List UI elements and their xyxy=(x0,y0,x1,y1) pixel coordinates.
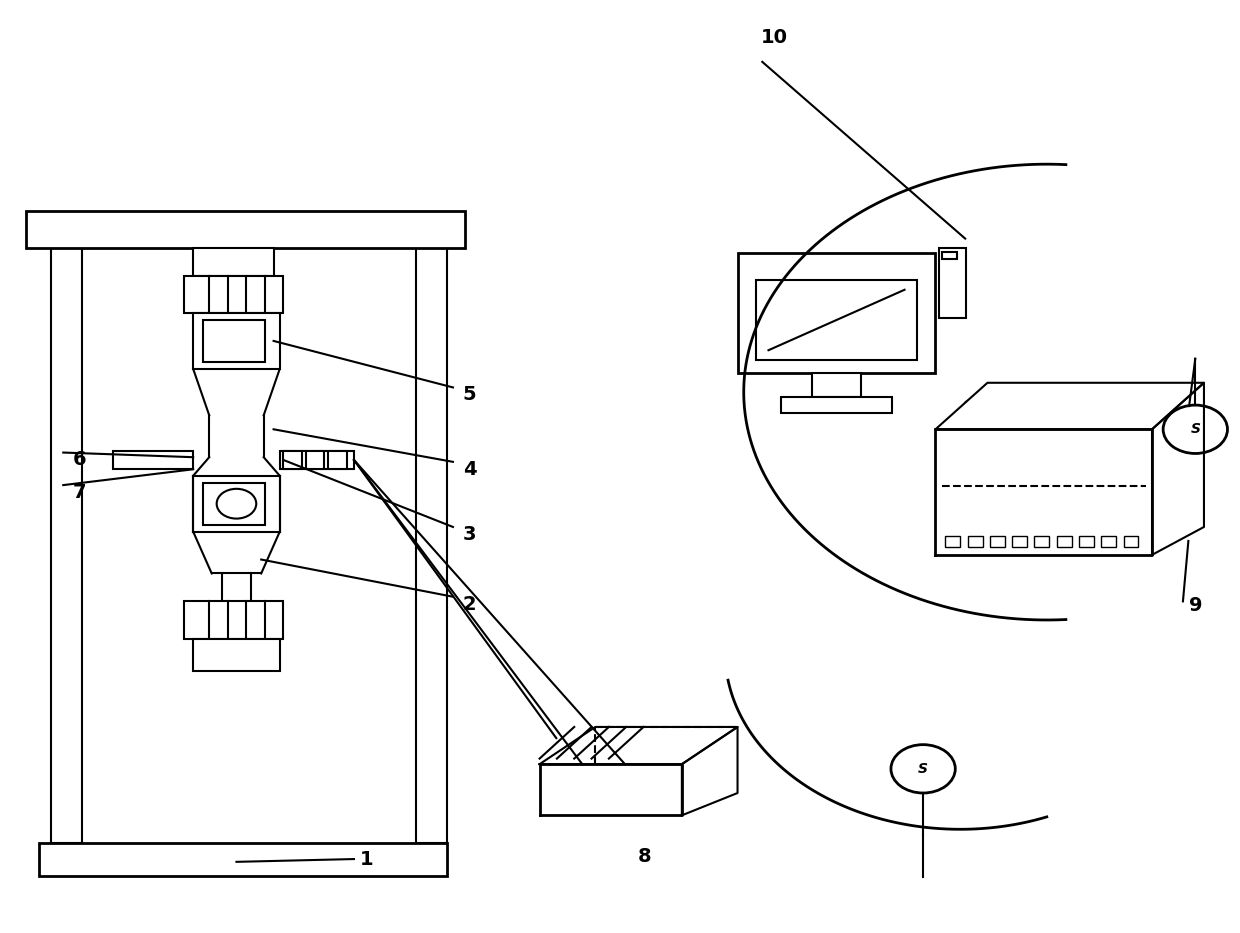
Text: 10: 10 xyxy=(761,28,789,48)
Bar xyxy=(203,483,265,525)
Text: 6: 6 xyxy=(73,451,87,469)
Text: S: S xyxy=(1190,423,1200,437)
Text: 3: 3 xyxy=(463,525,476,544)
Bar xyxy=(939,248,966,317)
Text: S: S xyxy=(918,762,928,776)
Bar xyxy=(945,536,960,548)
Bar xyxy=(738,253,935,373)
Text: 4: 4 xyxy=(463,460,476,479)
Bar xyxy=(193,313,280,369)
Bar xyxy=(51,248,82,843)
Bar xyxy=(203,320,265,362)
Bar xyxy=(941,252,956,259)
Bar xyxy=(1012,536,1027,548)
Bar xyxy=(280,451,353,469)
Bar xyxy=(1079,536,1094,548)
Text: 9: 9 xyxy=(1189,595,1203,615)
Polygon shape xyxy=(539,727,738,764)
Bar xyxy=(415,248,446,843)
Text: 1: 1 xyxy=(360,850,373,869)
Bar xyxy=(967,536,982,548)
Bar xyxy=(1056,536,1071,548)
Polygon shape xyxy=(1152,383,1204,555)
Bar xyxy=(990,536,1004,548)
Polygon shape xyxy=(539,764,682,815)
Text: 8: 8 xyxy=(637,847,651,866)
Bar xyxy=(329,451,346,469)
Bar xyxy=(1034,536,1049,548)
Text: 5: 5 xyxy=(463,385,476,404)
Bar xyxy=(193,638,280,671)
Bar xyxy=(193,248,274,276)
Bar xyxy=(185,602,284,638)
Bar xyxy=(185,276,284,313)
Polygon shape xyxy=(935,383,1204,429)
Bar xyxy=(1123,536,1138,548)
Text: 7: 7 xyxy=(73,483,87,502)
Text: 2: 2 xyxy=(463,594,476,614)
Bar xyxy=(756,281,916,359)
Polygon shape xyxy=(682,727,738,815)
Bar xyxy=(284,451,303,469)
Bar xyxy=(113,451,193,469)
Bar xyxy=(26,211,465,248)
Bar xyxy=(812,373,862,397)
Bar xyxy=(781,397,893,413)
Bar xyxy=(306,451,325,469)
Bar xyxy=(38,843,446,876)
Bar xyxy=(1101,536,1116,548)
Bar xyxy=(193,476,280,532)
Polygon shape xyxy=(935,429,1152,555)
